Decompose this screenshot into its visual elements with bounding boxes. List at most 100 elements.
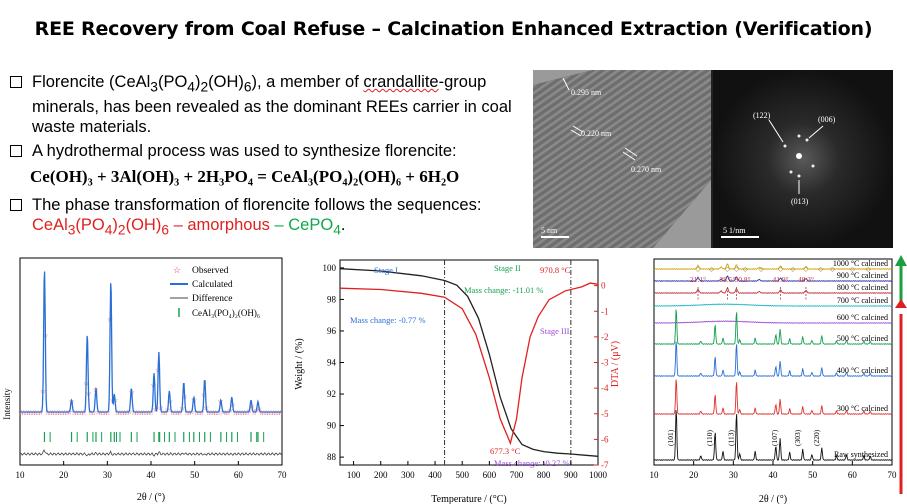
monazite-marker: ◇ xyxy=(734,266,740,273)
bullet-phase-transformation: The phase transformation of florencite f… xyxy=(8,195,518,240)
pattern-label: 700 °C calcined xyxy=(837,296,888,305)
down-arrow-icon xyxy=(895,299,907,494)
x-tick-label: 50 xyxy=(808,470,818,480)
observed-point: ☆ xyxy=(275,409,281,417)
observed-point: ☆ xyxy=(198,409,204,417)
chart3-plot: 1000 °C calcined 900 °C calcined 800 °C ca… xyxy=(654,259,893,461)
sub: 6 xyxy=(161,222,169,238)
chart2-plot xyxy=(339,260,599,465)
pattern-label: 1000 °C calcined xyxy=(833,259,888,268)
top-marker-label: 21.1° xyxy=(690,275,706,284)
x-tick-label: 900 xyxy=(564,470,578,480)
exo-peak-label: 970.8 °C xyxy=(540,265,571,275)
observed-point: ☆ xyxy=(102,409,108,417)
pattern-line xyxy=(654,379,893,415)
observed-point: ☆ xyxy=(49,409,55,417)
pattern-label: Raw synthesized xyxy=(834,450,888,459)
observed-point: ☆ xyxy=(278,409,284,417)
stage2-label: Stage II xyxy=(494,263,521,273)
x-tick-label: 100 xyxy=(347,470,361,480)
observed-point: ☆ xyxy=(76,409,82,417)
green-formula: – CePO4 xyxy=(270,216,340,237)
observed-point: ☆ xyxy=(35,409,41,417)
observed-point: ☆ xyxy=(174,409,180,417)
tg-dta-chart: Weight / (%) DTA / (μV) 100 200 300 400 500 6… xyxy=(294,259,621,504)
observed-point: ☆ xyxy=(97,409,103,417)
observed-point: ☆ xyxy=(52,409,58,417)
text: (PO xyxy=(157,73,188,91)
observed-point: ☆ xyxy=(64,409,70,417)
sub: 2 xyxy=(117,222,126,238)
y-tick-label: 100 xyxy=(323,263,337,273)
chart1-frame xyxy=(19,257,283,466)
y-tick-label: 96 xyxy=(327,326,337,336)
observed-point: ☆ xyxy=(196,409,202,417)
top-marker-label: 28.5° xyxy=(719,275,735,284)
observed-point: ☆ xyxy=(239,409,245,417)
observed-point: ☆ xyxy=(266,409,272,417)
checkbox-bullet-icon xyxy=(10,145,22,158)
observed-point: ☆ xyxy=(78,409,84,417)
legend-difference: Difference xyxy=(192,293,232,304)
bullet-hydrothermal: A hydrothermal process was used to synth… xyxy=(8,141,518,161)
observed-point: ☆ xyxy=(100,409,106,417)
endo-peak-label: 677.3 °C xyxy=(490,446,521,456)
observed-point: ☆ xyxy=(71,409,77,417)
hrtem-edge xyxy=(653,180,711,248)
text: (PO xyxy=(75,216,105,235)
checkbox-bullet-icon xyxy=(10,76,22,88)
x-tick-label: 70 xyxy=(278,470,288,480)
x-tick-label: 400 xyxy=(428,470,442,480)
observed-point: ☆ xyxy=(21,409,27,417)
y2-tick-label: -1 xyxy=(601,306,609,316)
observed-point: ☆ xyxy=(119,409,125,417)
page-title: REE Recovery from Coal Refuse – Calcinat… xyxy=(34,18,873,40)
monazite-marker: ◇ xyxy=(743,266,749,273)
observed-point: ☆ xyxy=(172,409,178,417)
x-tick-label: 800 xyxy=(537,470,551,480)
reaction-equation: Ce(OH)₃ + 3Al(OH)₃ + 2H₃PO₄ = CeAl₃(PO₄)… xyxy=(30,167,460,187)
observed-point: ☆ xyxy=(37,409,43,417)
observed-point: ☆ xyxy=(138,409,144,417)
text: ), a member of xyxy=(251,73,364,91)
d-spacing-marker xyxy=(624,147,638,157)
observed-point: ☆ xyxy=(268,409,274,417)
observed-point: ☆ xyxy=(95,409,101,417)
legend-observed-marker: ☆ xyxy=(173,265,181,275)
text: (OH) xyxy=(208,73,244,91)
d-spacing-marker xyxy=(570,129,582,137)
pattern-label: 300 °C calcined xyxy=(837,404,888,413)
text: CeAl xyxy=(32,216,68,235)
observed-point: ☆ xyxy=(81,409,87,417)
observed-point: ☆ xyxy=(124,409,130,417)
observed-point: ☆ xyxy=(121,409,127,417)
xrd-refinement-chart: Intensity ☆☆☆☆☆☆☆☆☆☆☆☆☆☆☆☆☆☆☆☆☆☆☆☆☆☆☆☆☆☆… xyxy=(2,257,288,503)
sub: 6 xyxy=(243,79,252,95)
text: . xyxy=(340,216,346,235)
x-tick-label: 40 xyxy=(147,470,157,480)
x-tick-label: 40 xyxy=(769,470,779,480)
weight-line xyxy=(339,268,599,457)
observed-point: ☆ xyxy=(258,409,264,417)
pattern-line xyxy=(654,410,893,461)
observed-point: ☆ xyxy=(177,409,183,417)
text: Florencite (CeAl xyxy=(32,73,151,91)
y2-tick-label: -6 xyxy=(601,434,609,444)
d-spacing-marker xyxy=(622,151,636,161)
observed-point: ☆ xyxy=(208,409,214,417)
chart2-ylabel: Weight / (%) xyxy=(294,338,305,389)
x-tick-label: 20 xyxy=(689,470,699,480)
observed-point: ☆ xyxy=(261,409,267,417)
monazite-marker: ◇ xyxy=(850,266,856,273)
fft-center-spot xyxy=(796,153,802,159)
fft-spot xyxy=(783,144,787,148)
monazite-marker: ◇ xyxy=(866,266,872,273)
stage1-label: Stage I xyxy=(374,265,398,275)
x-tick-label: 20 xyxy=(59,470,69,480)
stage3-label: Stage III xyxy=(540,326,570,336)
observed-point: ☆ xyxy=(54,409,60,417)
observed-point: ☆ xyxy=(114,409,120,417)
pattern-line xyxy=(654,320,893,324)
top-marker-label: 41.9° xyxy=(772,275,788,284)
observed-point: ☆ xyxy=(205,409,211,417)
